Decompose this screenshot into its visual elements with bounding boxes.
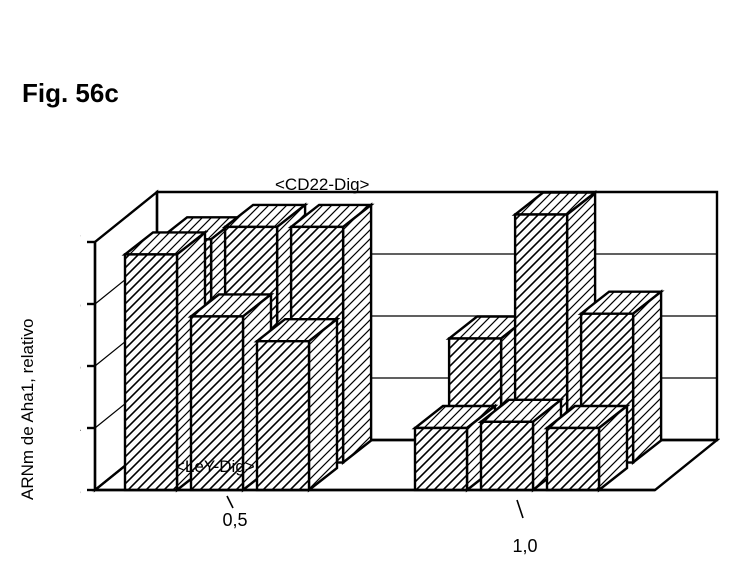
y-tick-label: 7 [80, 232, 81, 252]
figure-label: Fig. 56c [22, 78, 119, 109]
y-tick-label: 3 [80, 480, 81, 500]
x-tick-label: 0,5 [222, 510, 247, 530]
y-axis-label: ARNm de Aha1, relativo [18, 319, 38, 500]
bar-3d [547, 406, 627, 490]
y-tick-label: 6 [80, 294, 81, 314]
bar-3d [257, 319, 337, 490]
annotation-label: <LeY-Dig> [175, 457, 255, 476]
y-tick-label: 5 [80, 356, 81, 376]
annotation-label: <CD22-Dig> [275, 175, 370, 194]
bar-chart-3d: 3 4 5 6 7 0,5 1,0 <CD22-Dig> <LeY-Dig> [80, 160, 720, 560]
y-tick-label: 4 [80, 418, 81, 438]
x-tick-label: 1,0 [512, 536, 537, 556]
